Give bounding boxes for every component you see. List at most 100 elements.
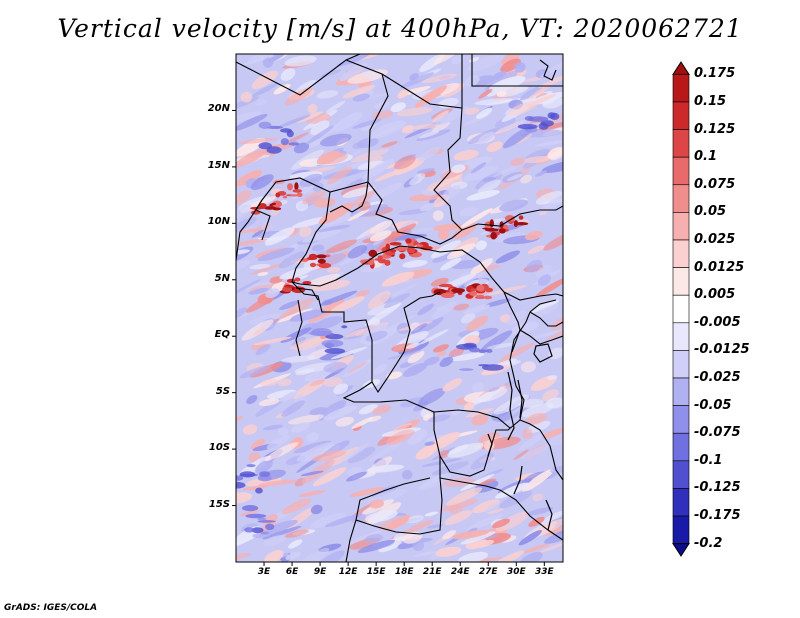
field-blob xyxy=(236,111,262,125)
field-blob xyxy=(532,493,544,502)
field-blob xyxy=(500,58,521,73)
field-blob xyxy=(527,300,560,314)
subsidence-cell xyxy=(288,142,300,146)
field-blob xyxy=(430,240,462,259)
field-blob xyxy=(254,99,268,106)
field-blob xyxy=(449,352,485,361)
field-blob xyxy=(532,330,563,339)
field-blob xyxy=(448,347,465,358)
field-blob xyxy=(250,174,274,190)
field-blob xyxy=(433,54,463,65)
field-blob xyxy=(295,368,315,376)
subsidence-cell xyxy=(251,527,264,534)
colorbar-label: 0.075 xyxy=(694,176,736,192)
field-blob xyxy=(360,264,394,273)
convective-cell xyxy=(490,231,497,240)
colorbar-segment xyxy=(672,156,690,186)
field-blob xyxy=(518,530,542,546)
field-blob xyxy=(435,105,470,126)
field-blob xyxy=(275,114,311,129)
lon-label: 33E xyxy=(534,567,554,577)
colorbar-segment xyxy=(672,267,690,296)
field-blob xyxy=(470,539,495,549)
field-blob xyxy=(266,389,297,399)
field-blob xyxy=(495,511,529,532)
field-blob xyxy=(525,413,548,425)
convective-cell xyxy=(456,289,463,294)
field-blob xyxy=(346,471,367,482)
convective-cell xyxy=(439,283,453,288)
subsidence-cell xyxy=(259,471,271,477)
field-blob xyxy=(432,210,444,221)
subsidence-cell xyxy=(257,475,272,482)
field-blob xyxy=(357,539,396,554)
field-blob xyxy=(520,361,536,373)
field-blob xyxy=(311,450,347,462)
field-blob xyxy=(279,391,298,402)
field-blob xyxy=(367,291,391,309)
subsidence-cell xyxy=(286,130,294,138)
field-blob xyxy=(461,313,476,324)
field-blob xyxy=(509,406,530,420)
field-blob xyxy=(330,346,368,360)
field-blob xyxy=(249,313,283,325)
field-blob xyxy=(281,498,312,515)
field-blob xyxy=(299,226,312,238)
field-blob xyxy=(365,330,388,342)
field-blob xyxy=(389,283,418,298)
field-blob xyxy=(451,164,466,174)
field-blob xyxy=(460,208,493,228)
convective-cell xyxy=(483,295,493,300)
field-blob xyxy=(535,140,563,147)
field-blob xyxy=(430,277,449,287)
field-blob xyxy=(499,342,535,363)
field-blob xyxy=(513,449,529,461)
field-blob xyxy=(401,125,415,134)
field-blob xyxy=(262,519,298,535)
field-blob xyxy=(251,229,264,238)
field-blob xyxy=(335,416,354,427)
field-blob xyxy=(240,91,253,103)
field-blob xyxy=(541,428,563,439)
subsidence-cell xyxy=(258,121,272,129)
subsidence-cell xyxy=(257,520,276,523)
field-blob xyxy=(253,336,292,346)
field-blob xyxy=(290,309,326,322)
lon-label: 9E xyxy=(313,567,327,577)
field-blob xyxy=(519,86,543,101)
colorbar-label: -0.05 xyxy=(694,397,732,413)
field-blob xyxy=(535,191,563,205)
field-blob xyxy=(257,247,295,262)
field-blob xyxy=(427,432,461,451)
field-blob xyxy=(466,315,489,331)
field-blob xyxy=(506,173,524,181)
lon-label: 3E xyxy=(257,567,271,577)
field-blob xyxy=(535,277,563,298)
field-blob xyxy=(359,54,380,60)
field-blob xyxy=(492,518,510,529)
field-blob xyxy=(298,490,326,497)
field-blob xyxy=(401,469,413,480)
field-blob xyxy=(409,72,419,81)
field-blob xyxy=(352,93,371,102)
field-blob xyxy=(525,506,554,516)
field-blob xyxy=(496,117,533,132)
field-blob xyxy=(236,217,257,234)
field-blob xyxy=(487,508,505,515)
field-blob xyxy=(351,189,376,208)
convective-cell xyxy=(309,262,317,268)
field-blob xyxy=(460,156,493,169)
colorbar-segment xyxy=(672,184,690,213)
colorbar-label: 0.15 xyxy=(694,94,727,109)
field-blob xyxy=(310,504,323,515)
field-blob xyxy=(476,107,493,119)
field-blob xyxy=(284,87,313,106)
field-blob xyxy=(346,361,367,374)
colorbar-label: -0.005 xyxy=(694,314,741,330)
convective-cell xyxy=(306,257,318,261)
field-blob xyxy=(426,524,444,529)
field-blob xyxy=(442,530,456,540)
field-blob xyxy=(248,452,261,463)
field-blob xyxy=(520,443,553,460)
field-blob xyxy=(333,383,348,395)
